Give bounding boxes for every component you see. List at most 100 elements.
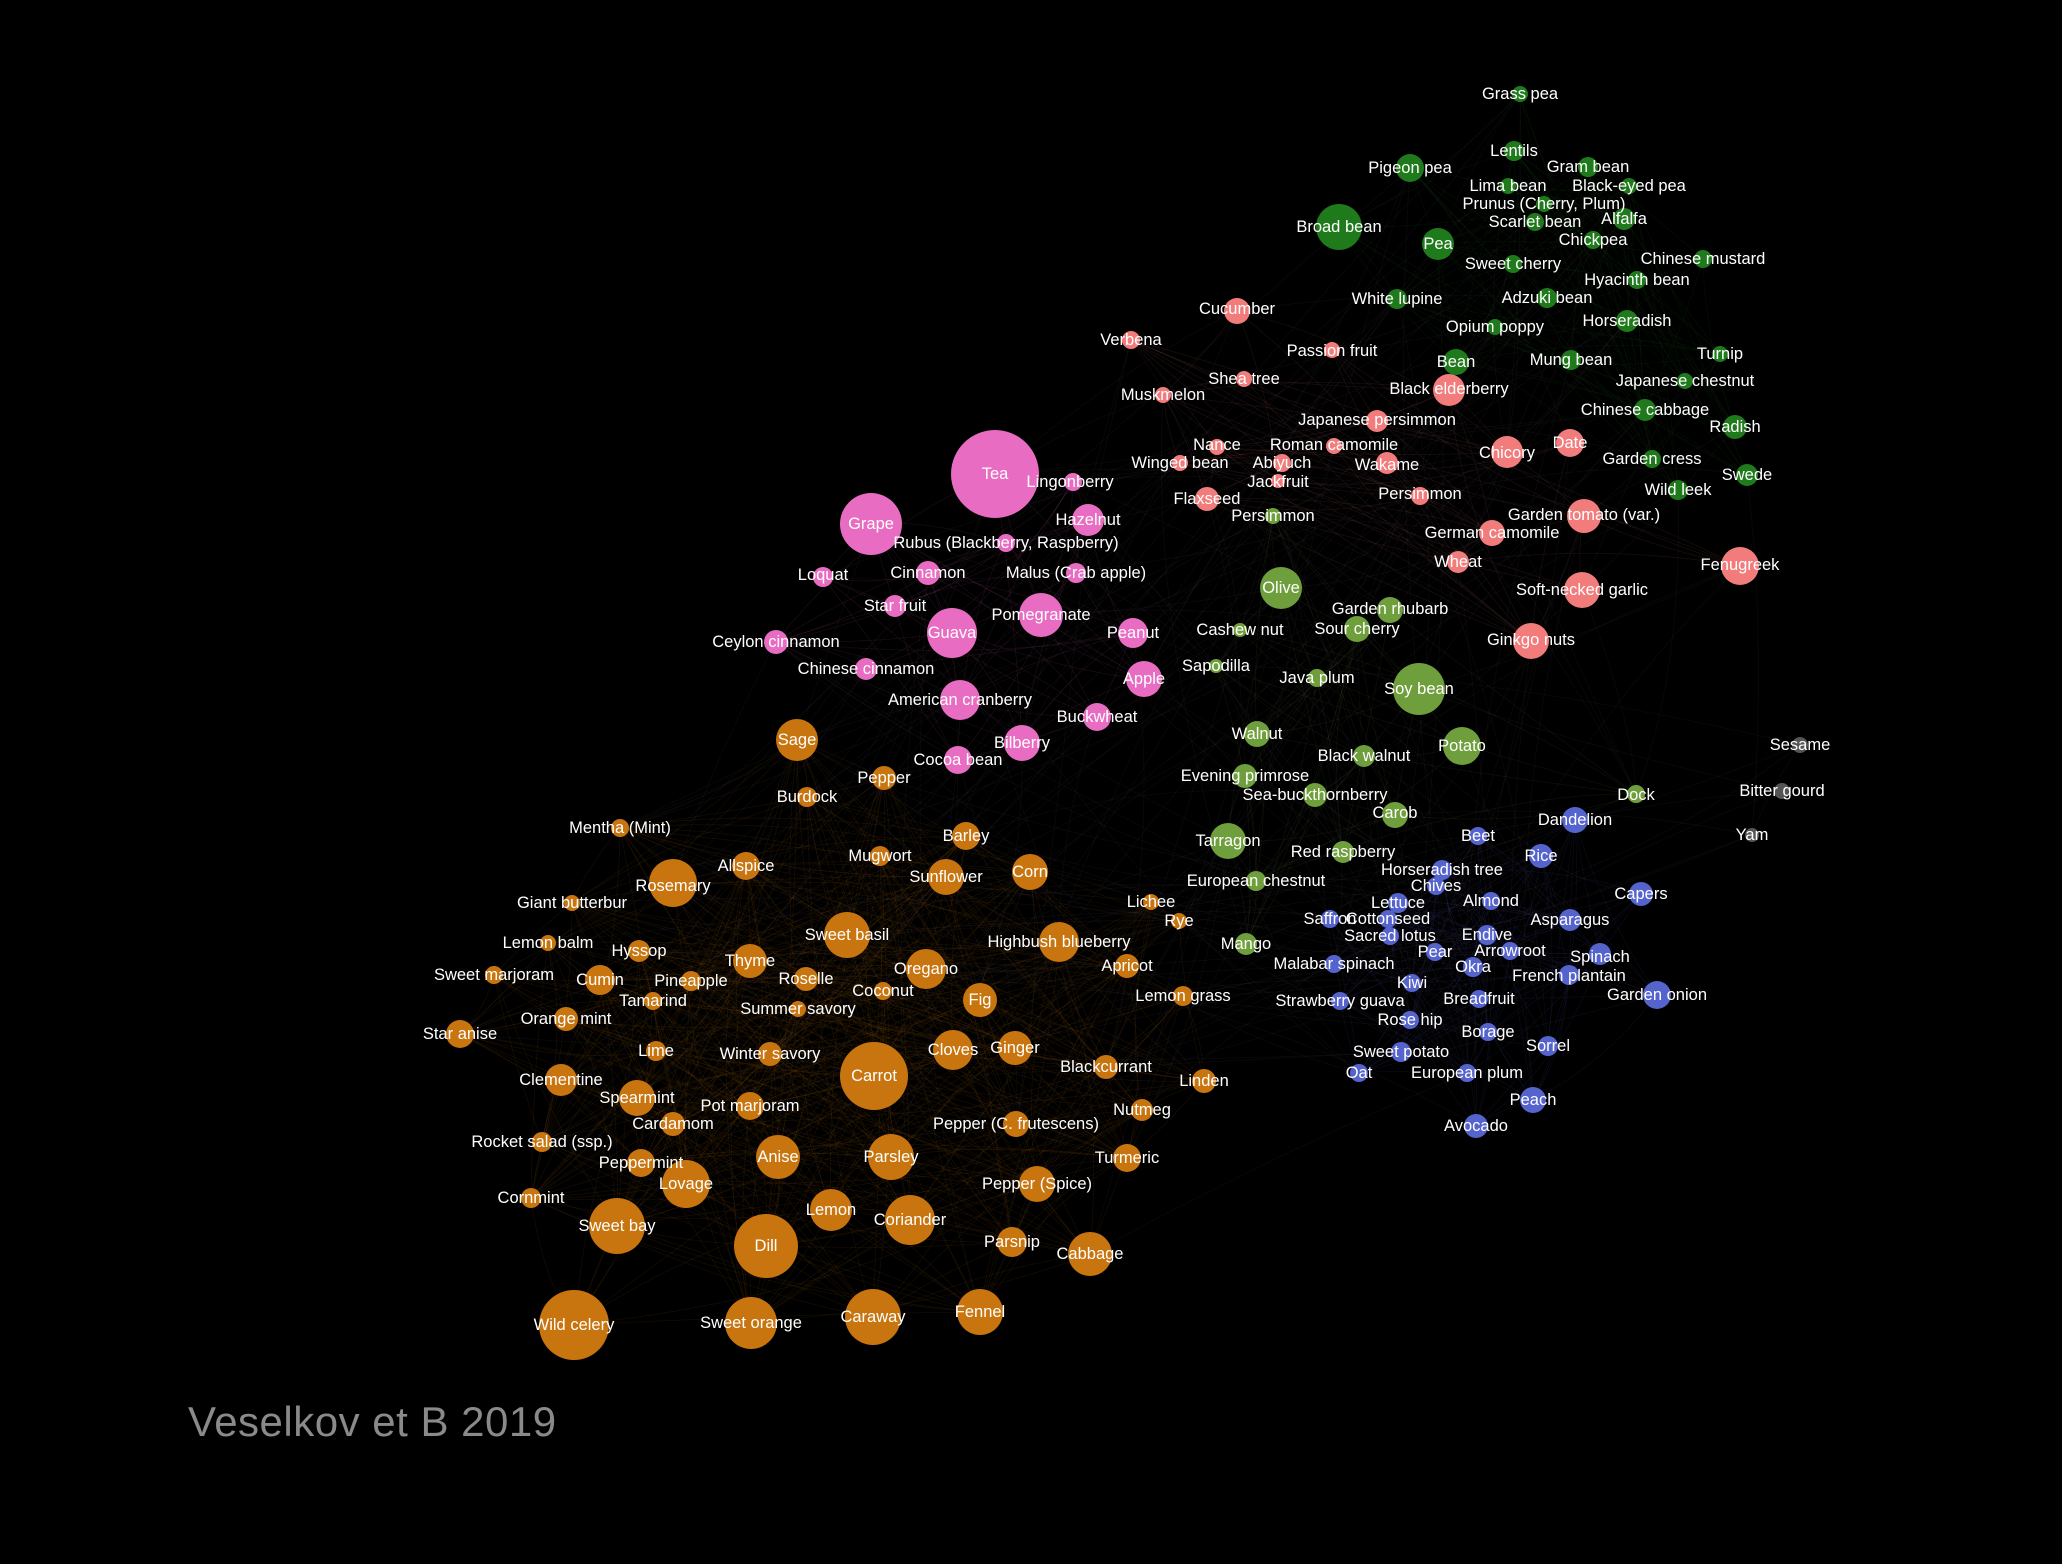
node-sesame <box>1792 737 1808 753</box>
edge <box>1644 258 1704 411</box>
node-label-dandelion: Dandelion <box>1538 811 1612 829</box>
edge <box>1011 1157 1128 1243</box>
edge <box>796 739 884 992</box>
edge <box>1216 389 1450 448</box>
edge <box>745 865 1128 1159</box>
node-label-allspice: Allspice <box>718 857 775 875</box>
edge <box>1040 614 1437 887</box>
edge <box>951 462 1181 634</box>
edge <box>777 1148 1128 1159</box>
node-label-ceylon-cinnamon: Ceylon cinnamon <box>712 633 840 651</box>
edge <box>1513 150 1572 361</box>
edge <box>806 796 1389 920</box>
edge <box>1029 426 1736 873</box>
edge <box>1455 150 1515 363</box>
node-label-pot-marjoram: Pot marjoram <box>700 1097 799 1115</box>
edge <box>822 576 1098 718</box>
edge <box>805 777 885 980</box>
edge <box>1255 745 1463 882</box>
edge <box>1512 263 1638 281</box>
edge <box>1105 855 1542 1068</box>
edge <box>1227 814 1396 842</box>
edge <box>493 974 543 1143</box>
edge <box>769 1053 1038 1185</box>
node-label-mung-bean: Mung bean <box>1530 351 1613 369</box>
edge <box>1316 677 1413 984</box>
node-wild-celery <box>539 1290 609 1360</box>
edge <box>685 835 967 1185</box>
edge <box>530 1008 799 1199</box>
edge <box>1448 389 1637 795</box>
node-label-tarragon: Tarragon <box>1195 832 1260 850</box>
edge <box>652 1000 799 1012</box>
edge <box>619 817 967 837</box>
edge <box>806 796 967 837</box>
edge <box>1434 919 1571 953</box>
node-sunflower <box>928 859 964 895</box>
edge <box>1509 950 1534 1101</box>
edge <box>830 777 885 1211</box>
edge <box>965 310 1238 837</box>
edge <box>1457 552 1741 567</box>
edge <box>1182 677 1318 997</box>
edge <box>1494 150 1515 328</box>
node-label-garden-cress: Garden cress <box>1602 450 1701 468</box>
edge <box>830 1109 1143 1211</box>
edge <box>1455 320 1628 363</box>
edge <box>870 523 1145 680</box>
node-label-malus-crab-apple: Malus (Crab apple) <box>1006 564 1146 582</box>
edge <box>1087 462 1283 521</box>
edge <box>775 632 1134 651</box>
node-label-walnut: Walnut <box>1232 725 1283 743</box>
node-label-rye: Rye <box>1164 912 1193 930</box>
node-opium-poppy <box>1487 319 1503 335</box>
node-cottonseed <box>1379 910 1397 928</box>
edge <box>565 999 981 1028</box>
node-chicory <box>1491 436 1523 468</box>
edge <box>459 1033 657 1056</box>
node-label-chinese-cabbage: Chinese cabbage <box>1581 401 1709 419</box>
edge <box>846 934 1013 1243</box>
edge <box>685 777 885 1185</box>
node-label-european-plum: European plum <box>1411 1064 1523 1082</box>
node-fig <box>963 983 997 1017</box>
node-cardamom <box>661 1112 685 1136</box>
edge <box>1005 542 1145 680</box>
edge <box>883 777 1017 1125</box>
node-star-fruit <box>884 595 906 617</box>
node-white-lupine <box>1387 289 1407 309</box>
node-label-red-raspberry: Red raspberry <box>1291 843 1396 861</box>
edge <box>1411 982 1477 1127</box>
node-highbush-blueberry <box>1039 922 1079 962</box>
edge <box>1396 185 1630 300</box>
node-label-rubus-blackberry-raspberry: Rubus (Blackberry, Raspberry) <box>893 534 1118 552</box>
node-clementine <box>545 1064 577 1096</box>
edge <box>1215 665 1331 920</box>
edge <box>565 1018 954 1051</box>
edge <box>599 979 618 1227</box>
edge <box>1441 868 1642 895</box>
node-french-plantain <box>1559 965 1579 985</box>
edge <box>1396 298 1679 491</box>
edge <box>796 739 875 1077</box>
edge <box>1512 93 1521 265</box>
node-label-scarlet-bean: Scarlet bean <box>1489 213 1582 231</box>
node-garden-tomato-var <box>1567 499 1601 533</box>
node-prunus-cherry-plum <box>1536 196 1552 212</box>
edge <box>459 855 881 1035</box>
node-label-lettuce: Lettuce <box>1371 894 1425 912</box>
edge <box>1036 1080 1205 1185</box>
node-cloves <box>933 1030 973 1070</box>
edge <box>571 902 1017 1125</box>
edge <box>1394 814 1436 953</box>
edge <box>619 827 947 878</box>
node-label-pigeon-pea: Pigeon pea <box>1368 159 1452 177</box>
edge <box>1089 1072 1468 1255</box>
edge <box>565 960 751 1020</box>
edge <box>750 1123 1017 1324</box>
node-label-loquat: Loquat <box>798 566 849 584</box>
node-rocket-salad-ssp <box>532 1132 552 1152</box>
edge <box>652 963 1335 1002</box>
edge <box>652 977 807 1002</box>
edge <box>1409 167 1571 444</box>
